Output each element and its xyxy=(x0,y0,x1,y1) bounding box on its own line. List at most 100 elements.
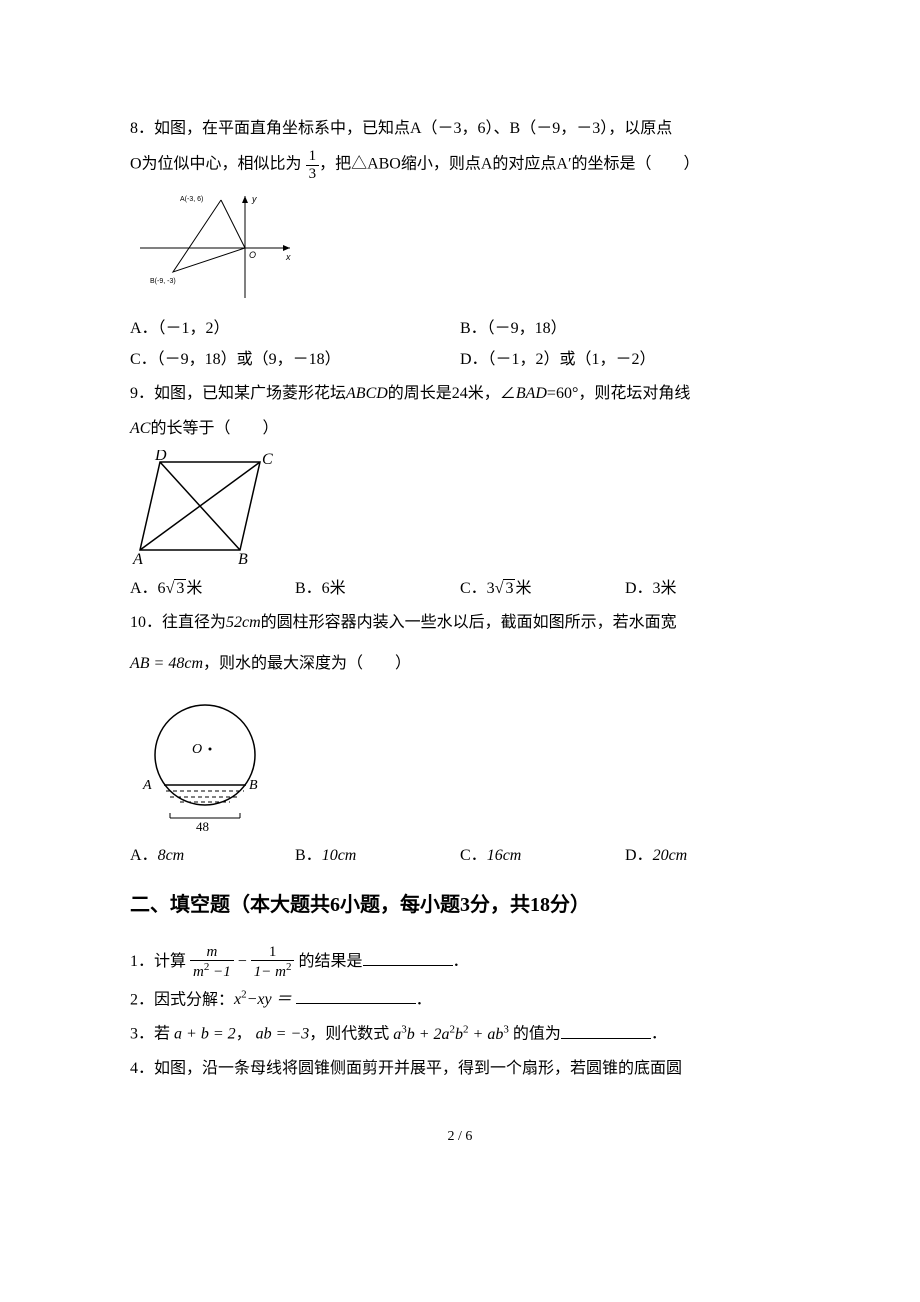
q8-stem-line1: 8．如图，在平面直角坐标系中，已知点A（－3，6）、B（－9，－3），以原点 xyxy=(130,114,790,144)
q10-optC-p: C． xyxy=(460,847,487,864)
q10-stem-line2: AB = 48cm，则水的最大深度为（ ） xyxy=(130,649,790,679)
f2-prefix: 2．因式分解： xyxy=(130,991,234,1008)
q9-figure: D C A B xyxy=(130,450,790,568)
o-label: O xyxy=(249,250,256,260)
q8-stem2a: O为位似中心，相似比为 xyxy=(130,156,302,173)
q8-optD: D．（－1，2）或（1，－2） xyxy=(460,345,790,375)
q9-abcd: ABCD xyxy=(346,385,388,402)
x-label: x xyxy=(285,252,291,262)
q9-optD: D．3米 xyxy=(625,574,790,604)
q10-optD-v: 20cm xyxy=(653,847,688,864)
q10-s2b: ，则水的最大深度为（ ） xyxy=(203,655,411,672)
f4-line: 4．如图，沿一条母线将圆锥侧面剪开并展平，得到一个扇形，若圆锥的底面圆 xyxy=(130,1054,790,1084)
q10-optA-p: A． xyxy=(130,847,158,864)
f1-period: ． xyxy=(453,953,469,970)
page-number: 2 / 6 xyxy=(130,1124,790,1151)
f1-frac1-num: m xyxy=(206,944,217,960)
q9-s1b: 的周长是24米，∠ xyxy=(388,385,516,402)
q8-optB: B．（－9，18） xyxy=(460,314,790,344)
f3-expr: a3b + 2a2b2 + ab3 xyxy=(393,1026,509,1043)
q10-optD: D．20cm xyxy=(625,841,790,871)
y-arrow xyxy=(242,196,248,203)
label-o: O xyxy=(192,742,202,757)
q10-diam: 52cm xyxy=(226,614,261,631)
q9-stem-line1: 9．如图，已知某广场菱形花坛ABCD的周长是24米，∠BAD=60°，则花坛对角… xyxy=(130,379,790,409)
q10-s1a: 10．往直径为 xyxy=(130,614,226,631)
q8-options-row2: C．（－9，18）或（9，－18） D．（－1，2）或（1，－2） xyxy=(130,345,790,375)
q10-optB-p: B． xyxy=(295,847,322,864)
label-b: B xyxy=(249,778,258,793)
f1-suffix: 的结果是 xyxy=(298,953,362,970)
f2-expr: x2−xy ＝ xyxy=(234,991,296,1008)
q8-frac-den: 3 xyxy=(306,166,320,183)
q9-sqrt3a: 3 xyxy=(174,579,186,597)
f1-frac2-den: 1− m2 xyxy=(254,964,292,980)
q9-optC-prefix: C．3 xyxy=(460,580,495,597)
q10-stem-line1: 10．往直径为52cm的圆柱形容器内装入一些水以后，截面如图所示，若水面宽 xyxy=(130,608,790,638)
q10-circle-svg: O A B 48 xyxy=(130,695,280,835)
f2-line: 2．因式分解：x2−xy ＝ ． xyxy=(130,985,790,1016)
q9-optC-unit: 米 xyxy=(515,580,531,597)
q10-optC: C．16cm xyxy=(460,841,625,871)
q9-ac: AC xyxy=(130,420,150,437)
q8-options-row1: A．（－1，2） B．（－9，18） xyxy=(130,314,790,344)
q10-optA: A．8cm xyxy=(130,841,295,871)
q8-fraction: 1 3 xyxy=(306,148,320,182)
q10-options: A．8cm B．10cm C．16cm D．20cm xyxy=(130,841,790,871)
f3-blank xyxy=(561,1022,651,1039)
q9-rhombus-svg: D C A B xyxy=(130,450,290,568)
a-label: A(-3, 6) xyxy=(180,196,203,203)
triangle-abo xyxy=(173,200,245,272)
f1-frac1-den: m2 −1 xyxy=(193,964,231,980)
q9-s1: 9．如图，已知某广场菱形花坛 xyxy=(130,385,346,402)
q9-optB: B．6米 xyxy=(295,574,460,604)
q8-stem-line2: O为位似中心，相似比为 1 3 ，把△ABO缩小，则点A的对应点A′的坐标是（ … xyxy=(130,148,790,182)
q9-optA: A．6√3米 xyxy=(130,574,295,604)
circle xyxy=(155,705,255,805)
chord-label: 48 xyxy=(196,819,209,834)
f3-period: ． xyxy=(651,1026,667,1043)
label-a: A xyxy=(132,551,143,568)
q8-optC: C．（－9，18）或（9，－18） xyxy=(130,345,460,375)
q10-optC-v: 16cm xyxy=(487,847,522,864)
q10-s1b: 的圆柱形容器内装入一些水以后，截面如图所示，若水面宽 xyxy=(261,614,677,631)
label-a: A xyxy=(142,778,152,793)
f3-comma1: ， xyxy=(236,1026,252,1043)
q9-s1c: =60°，则花坛对角线 xyxy=(547,385,690,402)
q9-s2b: 的长等于（ ） xyxy=(150,420,278,437)
f1-prefix: 1．计算 xyxy=(130,953,186,970)
q9-optC: C．3√3米 xyxy=(460,574,625,604)
q10-optD-p: D． xyxy=(625,847,653,864)
y-label: y xyxy=(251,194,257,204)
q9-optA-unit: 米 xyxy=(186,580,202,597)
sqrt-icon: √3 xyxy=(495,574,516,604)
q10-optB: B．10cm xyxy=(295,841,460,871)
label-b: B xyxy=(238,551,248,568)
center-dot xyxy=(209,748,212,751)
f3-cond1: a + b = 2 xyxy=(174,1026,236,1043)
page: 8．如图，在平面直角坐标系中，已知点A（－3，6）、B（－9，－3），以原点 O… xyxy=(0,0,920,1211)
label-c: C xyxy=(262,451,273,468)
f2-blank xyxy=(296,987,416,1004)
f3-mid: ，则代数式 xyxy=(309,1026,389,1043)
q8-optA: A．（－1，2） xyxy=(130,314,460,344)
q9-optA-prefix: A．6 xyxy=(130,580,166,597)
f1-line: 1．计算 m m2 −1 − 1 1− m2 的结果是 ． xyxy=(130,944,790,981)
label-d: D xyxy=(154,450,167,464)
q8-frac-num: 1 xyxy=(306,148,320,166)
f3-line: 3．若 a + b = 2， ab = −3，则代数式 a3b + 2a2b2 … xyxy=(130,1019,790,1050)
q9-bad: BAD xyxy=(516,385,547,402)
q8-stem2b: ，把△ABO缩小，则点A的对应点A′的坐标是（ ） xyxy=(319,156,699,173)
f1-frac2-num: 1 xyxy=(269,944,277,960)
sqrt-icon: √3 xyxy=(166,574,187,604)
f3-prefix: 3．若 xyxy=(130,1026,170,1043)
q10-optB-v: 10cm xyxy=(322,847,357,864)
q9-sqrt3c: 3 xyxy=(503,579,515,597)
diag-ac xyxy=(140,462,260,550)
q10-optA-v: 8cm xyxy=(158,847,185,864)
q8-figure: A(-3, 6) B(-9, -3) O y x xyxy=(130,188,790,308)
f1-blank xyxy=(363,949,453,966)
f1-minus: − xyxy=(238,953,247,970)
q10-ab: AB = 48cm xyxy=(130,655,203,672)
q9-stem-line2: AC的长等于（ ） xyxy=(130,414,790,444)
